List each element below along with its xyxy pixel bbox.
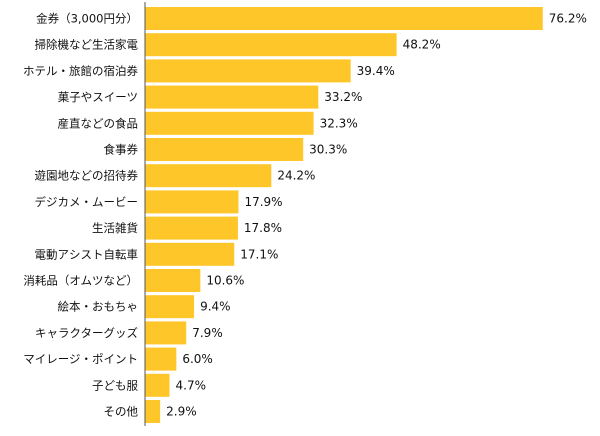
category-label: キャラクターグッズ — [35, 326, 138, 340]
value-label: 24.2% — [277, 169, 315, 183]
bar — [145, 190, 239, 214]
category-label: その他 — [104, 405, 139, 419]
value-label: 30.3% — [309, 143, 347, 157]
category-label: 遊園地などの招待券 — [35, 169, 139, 183]
value-labels: 76.2% 48.2% 39.4% 33.2% 32.3% 30.3% 24.2% 17.9%… — [166, 12, 587, 419]
bar — [145, 400, 161, 423]
category-label: 産直などの食品 — [58, 116, 139, 130]
value-label: 33.2% — [324, 90, 362, 104]
category-label: デジカメ・ムービー — [35, 195, 139, 209]
bar — [145, 269, 201, 292]
category-label: 絵本・おもちゃ — [58, 300, 139, 314]
category-label: 菓子やスイーツ — [58, 90, 138, 104]
category-label: 掃除機など生活家電 — [35, 38, 139, 52]
value-label: 2.9% — [166, 405, 197, 419]
value-label: 32.3% — [320, 116, 358, 130]
bar — [145, 295, 195, 319]
category-labels: 金券（3,000円分） 掃除機など生活家電ホテル・旅館の宿泊券菓子やスイーツ産直な… — [23, 12, 138, 419]
value-label: 48.2% — [403, 38, 441, 52]
value-label: 10.6% — [206, 274, 244, 288]
value-label: 4.7% — [176, 378, 207, 392]
category-label: 金券（3,000円分） — [36, 12, 138, 26]
category-label: 生活雑貨 — [92, 221, 138, 235]
value-label: 17.1% — [240, 247, 278, 261]
value-label: 17.8% — [244, 221, 282, 235]
value-label: 76.2% — [549, 12, 587, 26]
bars-layer — [145, 7, 543, 423]
bar — [145, 59, 351, 83]
value-label: 6.0% — [182, 352, 213, 366]
category-label: マイレージ・ポイント — [23, 352, 138, 366]
bar — [145, 138, 304, 161]
bar — [145, 111, 314, 135]
bar — [145, 242, 235, 266]
bar — [145, 85, 319, 109]
value-label: 39.4% — [357, 64, 395, 78]
value-label: 17.9% — [244, 195, 282, 209]
category-label: 食事券 — [104, 143, 139, 157]
bar — [145, 33, 397, 57]
bar — [145, 321, 187, 345]
category-label: ホテル・旅館の宿泊券 — [23, 64, 138, 78]
bar — [145, 7, 543, 30]
value-label: 9.4% — [200, 300, 231, 314]
bar — [145, 216, 238, 240]
value-label: 7.9% — [192, 326, 223, 340]
bar — [145, 164, 272, 188]
bar — [145, 347, 177, 371]
category-label: 消耗品（オムツなど） — [23, 274, 138, 288]
bar — [145, 373, 170, 397]
category-label: 電動アシスト自転車 — [35, 247, 139, 261]
category-label: 子ども服 — [92, 378, 138, 392]
